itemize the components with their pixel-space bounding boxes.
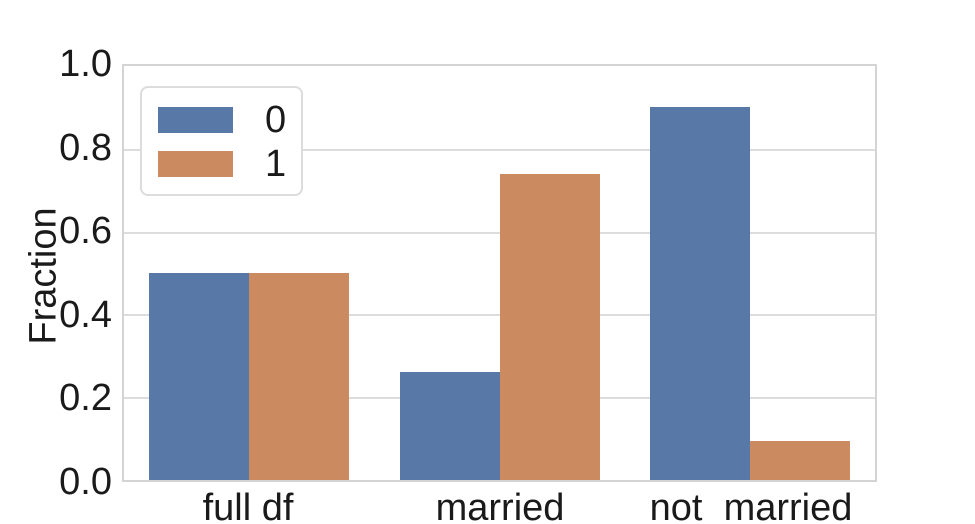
legend-swatch-series-0 <box>158 107 233 133</box>
y-tick-label: 0.6 <box>59 210 112 252</box>
bar-not_married-1 <box>749 440 850 480</box>
x-tick-label: married <box>435 487 565 524</box>
bar-married-0 <box>399 372 500 480</box>
gridline-0.8 <box>124 148 875 151</box>
legend-swatch-series-1 <box>158 151 233 177</box>
bar-full df-1 <box>249 273 350 480</box>
legend-label: 1 <box>265 143 287 185</box>
y-tick-label: 0.8 <box>59 127 112 169</box>
legend-label: 0 <box>265 99 287 141</box>
legend: 0 1 <box>140 86 303 196</box>
y-tick-label: 0.2 <box>59 377 112 419</box>
y-tick-label: 0.0 <box>59 461 112 503</box>
legend-item-0: 0 <box>158 98 301 142</box>
bar-not_married-0 <box>649 107 750 480</box>
x-tick-label: not_married <box>649 487 853 524</box>
legend-item-1: 1 <box>158 142 301 186</box>
bar-full df-0 <box>149 273 250 480</box>
bar-married-1 <box>499 173 600 480</box>
y-tick-label: 1.0 <box>59 43 112 85</box>
y-tick-label: 0.4 <box>59 294 112 336</box>
x-tick-label: full df <box>202 487 294 524</box>
